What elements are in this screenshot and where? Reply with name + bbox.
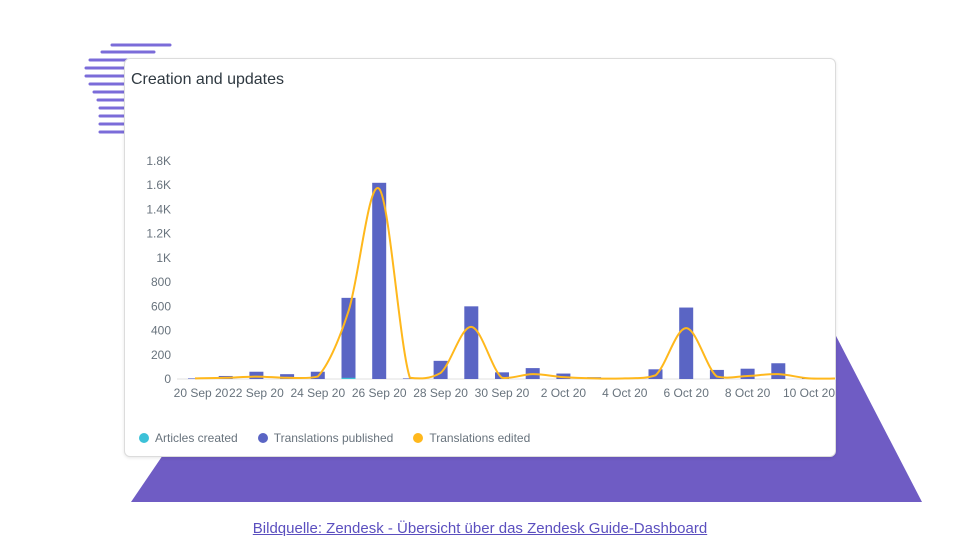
x-tick-label: 28 Sep 20: [413, 386, 468, 400]
bar-translations-published: [372, 182, 387, 379]
chart-card: Creation and updates 0 200 400 600 800 1K 1.2K…: [124, 58, 836, 457]
y-tick-label: 600: [151, 299, 171, 313]
y-tick-label: 1.6K: [146, 178, 171, 192]
legend-label-articles-created: Articles created: [155, 431, 238, 445]
line-translations-edited: [194, 187, 835, 380]
chart-plot: 0 200 400 600 800 1K 1.2K 1.4K 1.6K 1.8K 20 Sep 20…: [146, 154, 835, 400]
y-tick-label: 1.8K: [146, 154, 171, 168]
y-tick-label: 0: [164, 372, 171, 386]
bar-translations-published: [679, 307, 694, 379]
x-tick-label: 10 Oct 20: [783, 386, 835, 400]
chart-title: Creation and updates: [131, 71, 284, 88]
y-tick-label: 200: [151, 348, 171, 362]
x-tick-label: 20 Sep 20: [174, 386, 229, 400]
y-tick-label: 800: [151, 275, 171, 289]
legend-dot-articles-created: [139, 433, 149, 443]
legend-item-translations-published[interactable]: Translations published: [257, 431, 394, 445]
image-source-link[interactable]: Bildquelle: Zendesk - Übersicht über das…: [252, 520, 708, 537]
y-tick-label: 1.2K: [146, 227, 171, 241]
legend-dot-translations-edited: [413, 433, 424, 443]
decorative-stripes: [84, 43, 172, 134]
legend-item-translations-edited[interactable]: Translations edited: [413, 431, 530, 445]
bar-translations-published: [249, 371, 264, 379]
x-tick-label: 26 Sep 20: [352, 386, 407, 400]
bar-translations-published: [495, 372, 509, 379]
bar-translations-published: [464, 306, 479, 379]
bar-translations-published: [709, 369, 724, 379]
legend-label-translations-published: Translations published: [273, 431, 394, 445]
legend-item-articles-created[interactable]: Articles created: [139, 431, 238, 445]
x-tick-label: 8 Oct 20: [725, 386, 771, 400]
y-tick-label: 400: [151, 324, 171, 338]
y-tick-label: 1.4K: [146, 202, 171, 216]
y-tick-label: 1K: [156, 251, 171, 265]
x-tick-label: 22 Sep 20: [229, 386, 284, 400]
x-tick-label: 6 Oct 20: [664, 386, 710, 400]
bar-translations-published: [188, 378, 202, 379]
x-tick-label: 30 Sep 20: [475, 386, 530, 400]
x-tick-label: 24 Sep 20: [290, 386, 345, 400]
legend-label-translations-edited: Translations edited: [429, 431, 531, 445]
bar-translations-published: [341, 297, 356, 379]
chart-legend: Articles created Translations published …: [139, 431, 530, 445]
bar-articles-created: [341, 377, 356, 379]
bar-translations-published: [280, 374, 295, 379]
x-tick-label: 4 Oct 20: [602, 386, 648, 400]
bar-translations-published: [740, 368, 755, 379]
legend-dot-translations-published: [257, 433, 268, 443]
x-tick-label: 2 Oct 20: [541, 386, 587, 400]
bar-translations-published: [771, 363, 786, 379]
